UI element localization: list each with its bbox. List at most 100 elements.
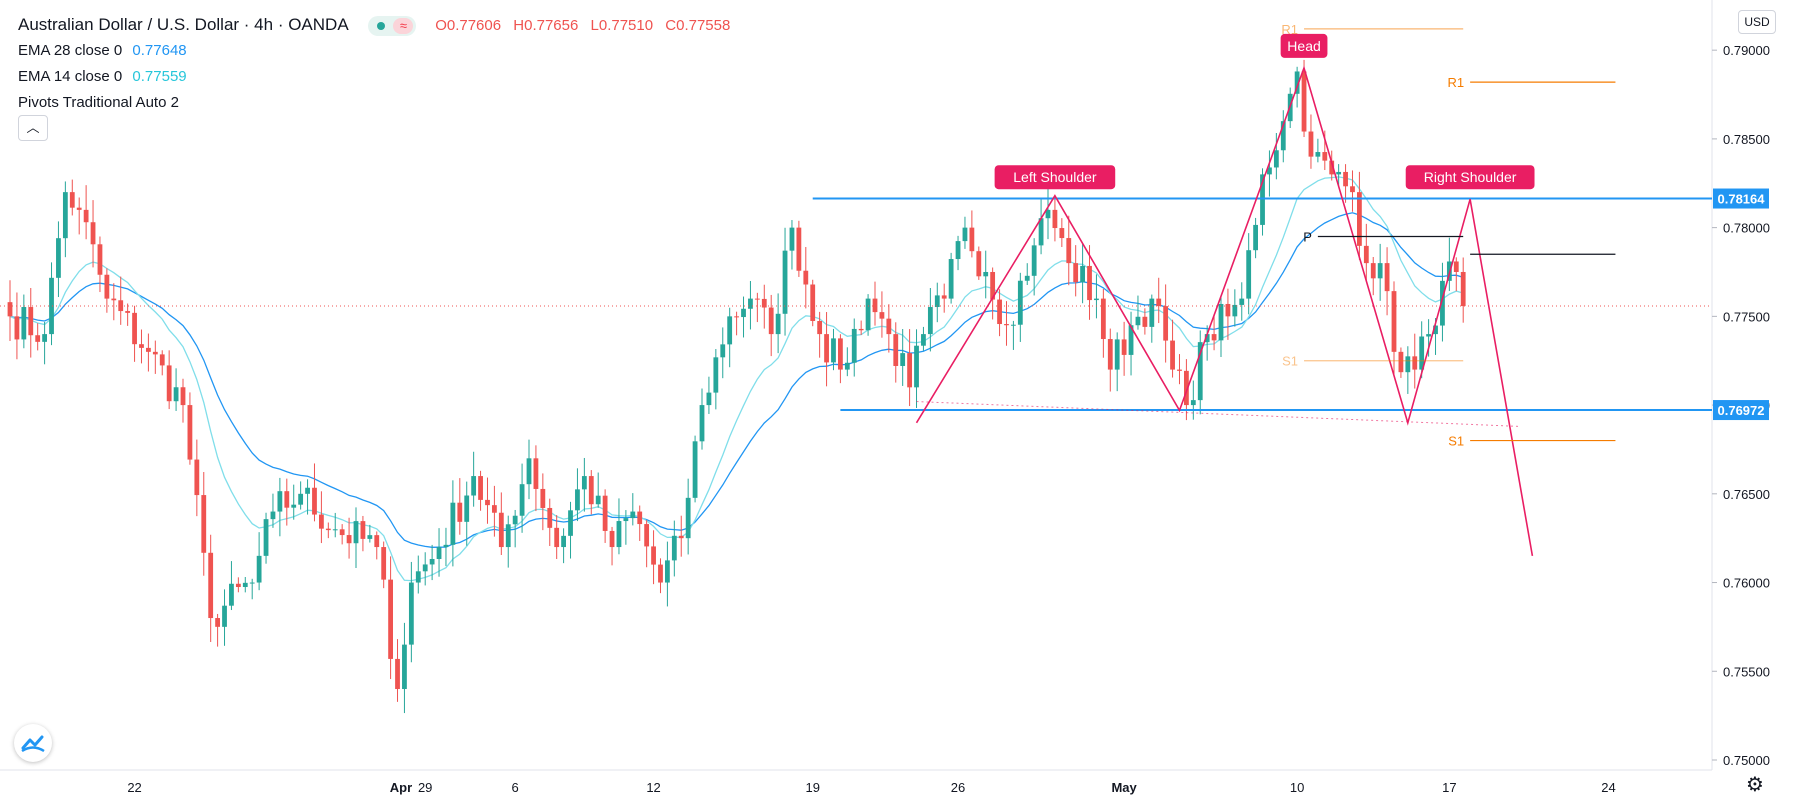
candle-body	[7, 302, 13, 317]
candle-body	[623, 518, 629, 522]
neckline-dotted	[916, 401, 1519, 427]
y-tick-label: 0.75000	[1723, 753, 1770, 768]
candle-body	[374, 535, 380, 548]
candle-body	[630, 511, 636, 519]
candle-body	[76, 207, 82, 210]
candle-body	[505, 524, 511, 548]
candle-body	[450, 502, 456, 545]
x-tick-label: 26	[951, 780, 965, 795]
x-tick-label: 24	[1601, 780, 1615, 795]
high-key: H	[513, 17, 525, 34]
candle-body	[1190, 400, 1196, 406]
candle-body	[415, 571, 421, 583]
candle-body	[332, 529, 338, 531]
candle-body	[976, 251, 982, 277]
candle-body	[242, 582, 248, 588]
candle-body	[360, 521, 366, 539]
indicator-ema14[interactable]: EMA 14 close 0 0.77559	[18, 64, 738, 90]
y-tick-label: 0.76500	[1723, 487, 1770, 502]
candle-body	[1080, 265, 1085, 283]
indicator-name: EMA 28 close 0	[18, 42, 123, 59]
candle-body	[1315, 152, 1321, 157]
candle-body	[941, 295, 947, 299]
candle-body	[588, 476, 594, 505]
candle-body	[1384, 263, 1390, 292]
candle-body	[325, 528, 331, 531]
candle-body	[35, 335, 41, 342]
candle-body	[1177, 369, 1182, 371]
candle-body	[132, 312, 137, 345]
y-tick-label: 0.78500	[1723, 132, 1770, 147]
candle-body	[1087, 265, 1092, 301]
candle-body	[395, 658, 400, 690]
candle-body	[173, 387, 179, 402]
collapse-legend-button[interactable]: ︿	[18, 115, 48, 141]
candle-body	[533, 458, 539, 489]
candle-body	[581, 476, 587, 490]
candle-body	[886, 318, 892, 335]
candle-body	[1149, 298, 1155, 327]
tradingview-logo-icon[interactable]	[14, 724, 52, 762]
y-tick-label: 0.76000	[1723, 576, 1770, 591]
y-tick-label: 0.78000	[1723, 221, 1770, 236]
candle-body	[298, 493, 304, 505]
indicator-pivots[interactable]: Pivots Traditional Auto 2	[18, 90, 738, 116]
candle-body	[727, 316, 733, 345]
candle-body	[526, 458, 532, 485]
currency-selector[interactable]: USD	[1738, 10, 1776, 34]
x-tick-label: Apr	[390, 780, 412, 795]
candle-body	[284, 491, 290, 508]
candle-body	[810, 284, 816, 322]
indicator-ema28[interactable]: EMA 28 close 0 0.77648	[18, 38, 738, 64]
chevron-up-icon: ︿	[26, 120, 40, 135]
candle-body	[422, 564, 428, 572]
candle-body	[637, 511, 643, 525]
candle-body	[42, 334, 47, 342]
candle-body	[270, 511, 276, 520]
candle-body	[125, 311, 131, 313]
candle-body	[1204, 334, 1210, 343]
candle-body	[1156, 298, 1162, 307]
x-tick-label: 17	[1442, 780, 1456, 795]
annotation-label: Head	[1287, 38, 1320, 54]
pivot-label: R1	[1447, 75, 1464, 90]
candle-body	[464, 495, 470, 522]
candle-body	[831, 338, 836, 363]
candle-body	[1059, 228, 1065, 239]
candle-body	[990, 271, 996, 300]
candle-body	[969, 227, 975, 252]
candle-body	[554, 527, 560, 548]
candle-body	[1301, 71, 1307, 132]
candle-body	[575, 489, 580, 511]
symbol-title[interactable]: Australian Dollar / U.S. Dollar · 4h · O…	[18, 15, 348, 34]
candle-body	[803, 270, 809, 285]
candle-body	[14, 316, 20, 340]
market-status-badge[interactable]: ≈	[368, 15, 417, 36]
candle-body	[56, 238, 61, 278]
level-price-label: 0.76972	[1718, 403, 1765, 418]
indicator-value: 0.77559	[132, 68, 187, 85]
candle-body	[921, 334, 926, 346]
gear-icon[interactable]: ⚙	[1746, 774, 1764, 796]
candle-body	[907, 353, 912, 388]
candle-body	[215, 618, 220, 627]
indicator-name: Pivots Traditional Auto 2	[18, 94, 179, 111]
low-value: 0.77510	[598, 17, 654, 34]
candle-body	[824, 334, 829, 363]
candle-body	[665, 560, 670, 583]
candle-body	[180, 387, 186, 406]
candle-body	[492, 505, 497, 513]
candle-body	[1370, 263, 1376, 279]
candle-body	[872, 298, 878, 313]
candle-body	[1391, 291, 1397, 352]
annotation-label: Left Shoulder	[1013, 169, 1097, 185]
candle-body	[1273, 150, 1279, 168]
candle-body	[789, 227, 795, 251]
candles	[7, 59, 1466, 714]
legend-title-row: Australian Dollar / U.S. Dollar · 4h · O…	[18, 12, 738, 38]
candle-body	[955, 241, 961, 260]
candle-body	[187, 405, 193, 460]
candle-body	[319, 514, 324, 529]
